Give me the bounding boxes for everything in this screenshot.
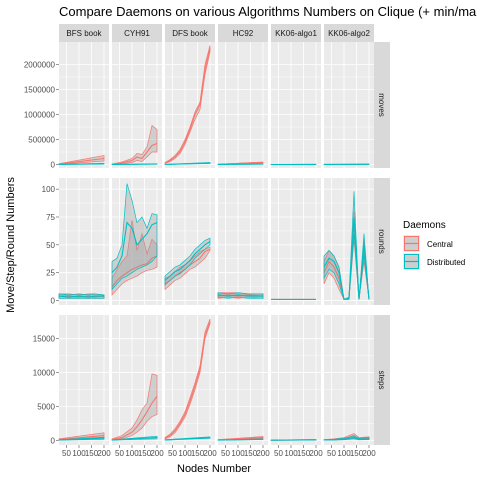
legend-label: Distributed	[427, 258, 465, 267]
x-tick-label: 200	[362, 449, 376, 458]
column-strip-label: KK06-algo1	[275, 29, 317, 38]
y-tick-label: 500000	[28, 136, 55, 145]
x-tick-label: 200	[203, 449, 217, 458]
y-tick-label: 10000	[33, 369, 56, 378]
y-tick-label: 75	[46, 213, 55, 222]
y-tick-label: 50	[46, 241, 55, 250]
y-tick-label: 0	[51, 436, 56, 445]
column-strip-label: DFS book	[172, 29, 209, 38]
legend-label: Central	[427, 240, 453, 249]
x-tick-label: 50	[168, 449, 177, 458]
legend-title: Daemons	[403, 220, 446, 231]
column-strip-label: KK06-algo2	[328, 29, 370, 38]
x-tick-label: 200	[309, 449, 323, 458]
row-strip-label: rounds	[377, 229, 386, 253]
x-tick-label: 200	[97, 449, 111, 458]
x-tick-label: 200	[150, 449, 164, 458]
y-tick-label: 0	[51, 297, 56, 306]
y-tick-label: 100	[42, 185, 56, 194]
series-line-distributed	[59, 164, 104, 165]
x-tick-label: 50	[221, 449, 230, 458]
y-tick-label: 15000	[33, 335, 56, 344]
row-strip-label: steps	[377, 370, 386, 389]
y-tick-label: 5000	[37, 402, 55, 411]
column-strip-label: HC92	[233, 29, 254, 38]
x-tick-label: 50	[274, 449, 283, 458]
x-tick-label: 50	[327, 449, 336, 458]
y-tick-label: 1000000	[24, 111, 56, 120]
y-tick-label: 0	[51, 161, 56, 170]
x-axis-title: Nodes Number	[177, 463, 251, 475]
x-tick-label: 50	[62, 449, 71, 458]
chart-title: Compare Daemons on various Algorithms Nu…	[59, 4, 477, 19]
y-tick-label: 25	[46, 269, 55, 278]
y-tick-label: 2000000	[24, 61, 56, 70]
x-tick-label: 200	[256, 449, 270, 458]
column-strip-label: CYH91	[124, 29, 150, 38]
y-tick-label: 1500000	[24, 86, 56, 95]
x-tick-label: 50	[115, 449, 124, 458]
row-strip-label: moves	[377, 93, 386, 117]
column-strip-label: BFS book	[66, 29, 102, 38]
y-axis-title: Move/Step/Round Numbers	[5, 177, 17, 313]
